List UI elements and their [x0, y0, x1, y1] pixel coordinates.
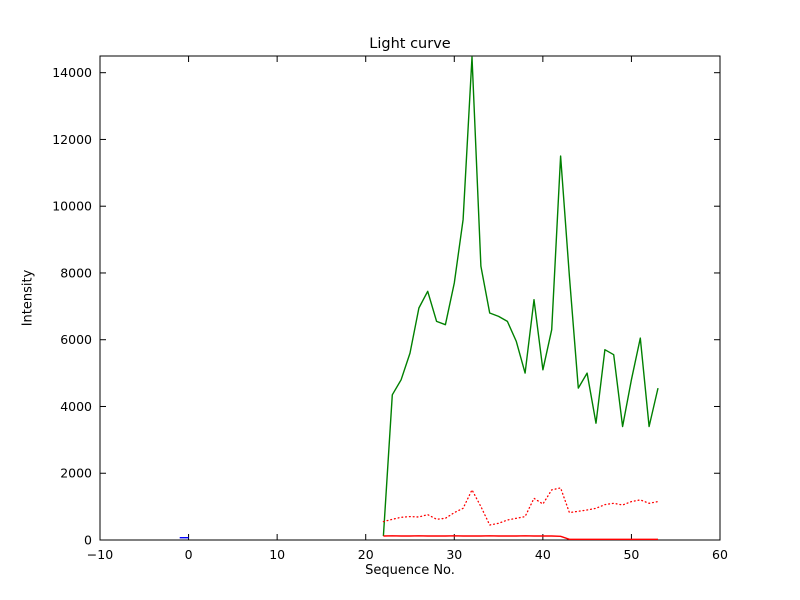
axes-frame — [99, 55, 721, 541]
series-red-dotted — [382, 487, 659, 526]
y-tick-label: 8000 — [60, 265, 92, 280]
y-tick-label: 2000 — [60, 466, 92, 481]
x-axis-label: Sequence No. — [365, 563, 455, 578]
x-tick-label: 60 — [712, 547, 728, 562]
series-red-solid — [383, 535, 658, 540]
series-group — [179, 56, 659, 540]
y-tick-label: 14000 — [52, 65, 92, 80]
y-axis-label: Intensity — [20, 269, 36, 327]
series-green-solid — [382, 56, 659, 537]
y-tick-label: 6000 — [60, 332, 92, 347]
x-tick-label: 10 — [269, 547, 285, 562]
x-tick-label: 30 — [446, 547, 462, 562]
x-tick-label: 0 — [185, 547, 193, 562]
y-tick-label: 10000 — [52, 199, 92, 214]
chart-title: Light curve — [369, 36, 451, 52]
y-tick-label: 12000 — [52, 132, 92, 147]
x-tick-label: −10 — [87, 547, 113, 562]
x-tick-label: 50 — [623, 547, 639, 562]
y-tick-label: 4000 — [60, 399, 92, 414]
x-tick-label: 20 — [358, 547, 374, 562]
x-tick-label: 40 — [535, 547, 551, 562]
y-tick-label: 0 — [84, 533, 92, 548]
